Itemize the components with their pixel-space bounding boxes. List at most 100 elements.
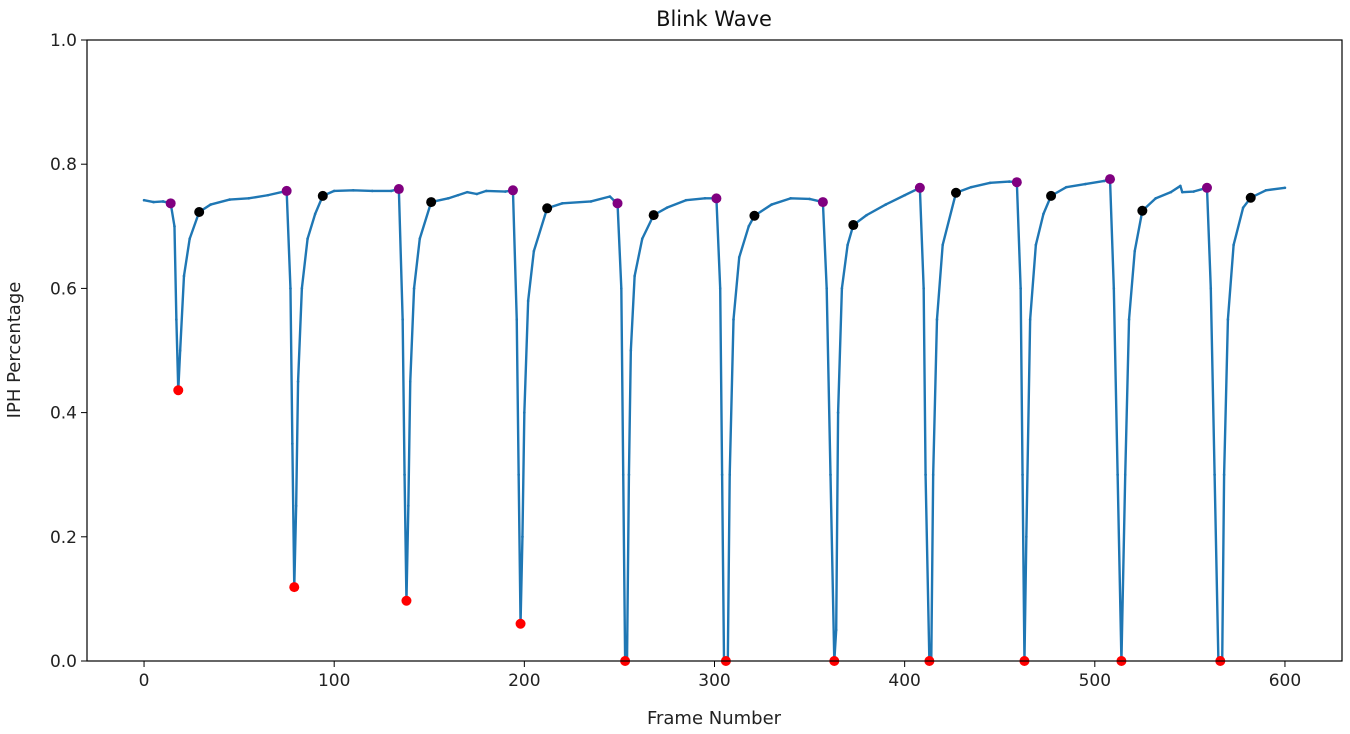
series-point [1222, 473, 1226, 477]
series-point [152, 200, 155, 204]
series-point [161, 200, 165, 203]
series-point [407, 504, 410, 508]
series-point [291, 442, 294, 445]
series-point [720, 473, 724, 477]
series-point [836, 411, 840, 414]
series-point [789, 197, 792, 200]
series-point [526, 299, 530, 303]
series-point [1083, 182, 1087, 186]
x-tick-label: 200 [508, 671, 540, 691]
series-point [1213, 473, 1216, 477]
series-point [1179, 184, 1182, 188]
series-line-iph [143, 177, 1286, 663]
series-point [865, 213, 868, 217]
series-point [931, 473, 935, 477]
blink-end-marker [950, 187, 961, 198]
series-point [300, 287, 304, 290]
series-point [684, 198, 688, 202]
blink-start-marker [817, 197, 828, 208]
blink-start-marker [165, 198, 176, 209]
series-point [1192, 190, 1195, 193]
series-point [589, 200, 593, 203]
series-point [718, 287, 722, 290]
series-point [988, 181, 992, 185]
series-point [608, 195, 612, 198]
series-point [294, 504, 298, 508]
series-point [466, 190, 469, 194]
blink-start-marker [1201, 182, 1212, 193]
series-point [903, 193, 906, 197]
series-point [969, 185, 973, 189]
series-point [620, 287, 623, 290]
series-point [1019, 287, 1022, 290]
series-point [351, 188, 355, 192]
series-point [173, 225, 176, 228]
series-point [389, 189, 393, 193]
series-point [747, 225, 751, 228]
series-point [840, 287, 844, 290]
series-point [209, 203, 212, 206]
series-point [403, 473, 406, 477]
series-point [178, 349, 182, 352]
series-point [633, 274, 636, 278]
series-point [1127, 318, 1131, 321]
series-point [1123, 473, 1127, 477]
series-point [1283, 186, 1287, 190]
blink-end-marker [194, 207, 205, 218]
series-point [1116, 473, 1119, 477]
series-point [175, 318, 178, 321]
blink-min-marker [401, 595, 412, 606]
series-point [1169, 190, 1173, 194]
series-point [834, 628, 838, 632]
series-point [306, 237, 309, 241]
series-point [521, 535, 524, 539]
blink-start-marker [281, 185, 292, 196]
series-point [504, 190, 507, 193]
plot-frame [86, 39, 1343, 662]
y-tick-label: 0.8 [50, 155, 77, 175]
series-point [408, 380, 412, 383]
series-point [370, 189, 374, 193]
blink-end-marker [426, 197, 437, 208]
x-tick-label: 500 [1079, 671, 1111, 691]
series-point [401, 318, 404, 321]
series-point [884, 203, 887, 206]
series-point [142, 198, 146, 202]
series-point [532, 249, 536, 253]
blink-min-marker [173, 385, 184, 396]
x-tick-label: 600 [1269, 671, 1301, 691]
series-point [627, 473, 631, 477]
blink-start-marker [612, 198, 623, 209]
series-point [332, 189, 336, 193]
series-point [266, 193, 269, 197]
y-tick-label: 0.6 [50, 279, 77, 299]
series-point [829, 473, 832, 477]
blink-start-marker [393, 184, 404, 195]
blink-end-marker [1245, 192, 1256, 203]
series-point [182, 274, 186, 278]
series-point [1025, 535, 1028, 539]
blink-min-marker [515, 618, 526, 629]
series-point [924, 473, 927, 477]
series-point [629, 349, 633, 352]
series-point [446, 197, 450, 200]
series-point [561, 202, 564, 205]
series-point [665, 206, 669, 209]
series-point [289, 287, 292, 290]
series-point [1028, 318, 1032, 321]
y-tick-label: 1.0 [50, 31, 77, 51]
blink-end-marker [749, 210, 760, 221]
series-point [1007, 180, 1011, 183]
series-point [703, 197, 707, 200]
series-point [770, 203, 773, 206]
series-point [247, 197, 250, 200]
blink-end-marker [648, 210, 659, 221]
series-point [737, 256, 741, 259]
series-point [922, 287, 925, 290]
series-point [1133, 249, 1137, 253]
x-tick-label: 400 [888, 671, 920, 691]
series-point [418, 237, 422, 241]
series-point [640, 237, 644, 241]
series-point [228, 198, 231, 201]
